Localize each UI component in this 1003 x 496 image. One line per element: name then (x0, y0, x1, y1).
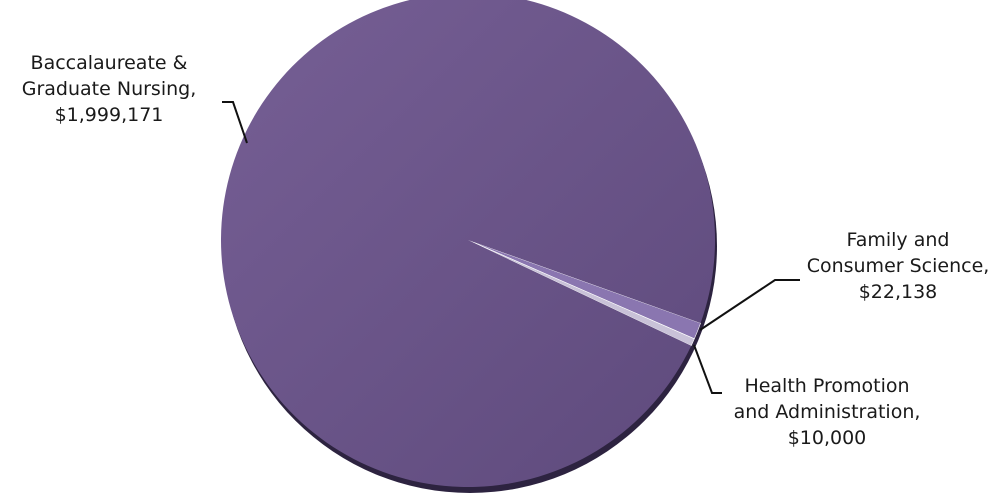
slice-label-health-promotion-administration: Health Promotion and Administration, $10… (733, 375, 921, 449)
slice-label-family-consumer-science: Family and Consumer Science, $22,138 (806, 229, 990, 303)
pie-slices (220, 0, 715, 487)
slice-baccalaureate-graduate-nursing (220, 0, 715, 487)
slice-health-promotion-administration (467, 239, 695, 347)
leader-line-health (693, 344, 722, 394)
slice-label-baccalaureate-graduate-nursing: Baccalaureate & Graduate Nursing, $1,999… (21, 52, 197, 126)
leader-line-family (699, 279, 800, 331)
leader-lines (222, 101, 800, 394)
leader-line-baccalaureate (222, 101, 248, 144)
